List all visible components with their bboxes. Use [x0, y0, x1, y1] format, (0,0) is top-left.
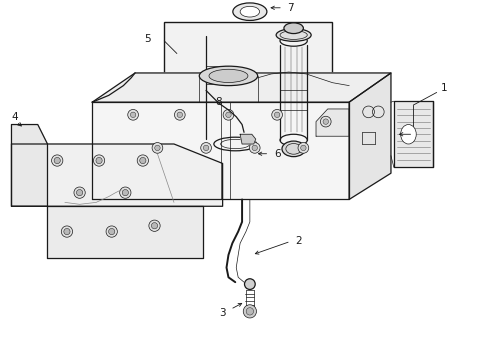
Ellipse shape: [272, 109, 282, 120]
Ellipse shape: [122, 189, 128, 196]
Ellipse shape: [64, 229, 70, 235]
Ellipse shape: [151, 222, 158, 229]
Bar: [164, 22, 332, 154]
Ellipse shape: [201, 143, 211, 153]
Ellipse shape: [51, 155, 63, 166]
Ellipse shape: [282, 141, 305, 157]
Ellipse shape: [246, 308, 253, 315]
Text: 8: 8: [216, 97, 222, 107]
Polygon shape: [92, 102, 349, 199]
Ellipse shape: [203, 145, 209, 150]
Ellipse shape: [240, 6, 260, 17]
Text: 7: 7: [288, 3, 294, 13]
Ellipse shape: [152, 143, 163, 153]
Ellipse shape: [94, 155, 105, 166]
Ellipse shape: [199, 66, 258, 86]
Ellipse shape: [137, 155, 148, 166]
Ellipse shape: [320, 116, 331, 127]
Polygon shape: [240, 134, 256, 144]
Polygon shape: [349, 73, 391, 199]
Ellipse shape: [140, 157, 146, 164]
Ellipse shape: [323, 119, 328, 124]
Polygon shape: [316, 109, 349, 136]
Ellipse shape: [130, 112, 136, 117]
Text: 2: 2: [295, 236, 302, 246]
Text: 4: 4: [11, 112, 18, 122]
Ellipse shape: [298, 143, 309, 153]
Polygon shape: [92, 73, 391, 102]
Ellipse shape: [401, 125, 416, 144]
Ellipse shape: [233, 3, 267, 21]
Ellipse shape: [276, 29, 311, 41]
Ellipse shape: [252, 145, 257, 150]
Ellipse shape: [245, 279, 255, 289]
Ellipse shape: [109, 229, 115, 235]
Text: 6: 6: [274, 149, 280, 159]
Ellipse shape: [274, 112, 280, 117]
Ellipse shape: [177, 112, 183, 117]
Polygon shape: [11, 125, 48, 206]
Text: 3: 3: [220, 308, 226, 318]
Ellipse shape: [284, 23, 303, 33]
Ellipse shape: [155, 145, 160, 150]
Ellipse shape: [120, 187, 131, 198]
Text: 5: 5: [145, 34, 151, 44]
Polygon shape: [11, 144, 222, 206]
Ellipse shape: [209, 69, 248, 82]
Ellipse shape: [61, 226, 73, 237]
Ellipse shape: [54, 157, 60, 164]
Ellipse shape: [226, 112, 231, 117]
Ellipse shape: [286, 144, 301, 154]
Ellipse shape: [96, 157, 102, 164]
Ellipse shape: [174, 109, 185, 120]
Ellipse shape: [249, 143, 260, 153]
Ellipse shape: [223, 109, 234, 120]
Ellipse shape: [301, 145, 306, 150]
Text: 1: 1: [441, 82, 448, 93]
Polygon shape: [48, 206, 203, 258]
Ellipse shape: [76, 189, 83, 196]
Ellipse shape: [74, 187, 85, 198]
Ellipse shape: [106, 226, 117, 237]
Ellipse shape: [128, 109, 139, 120]
Ellipse shape: [243, 305, 256, 318]
Polygon shape: [394, 101, 433, 167]
Ellipse shape: [149, 220, 160, 231]
